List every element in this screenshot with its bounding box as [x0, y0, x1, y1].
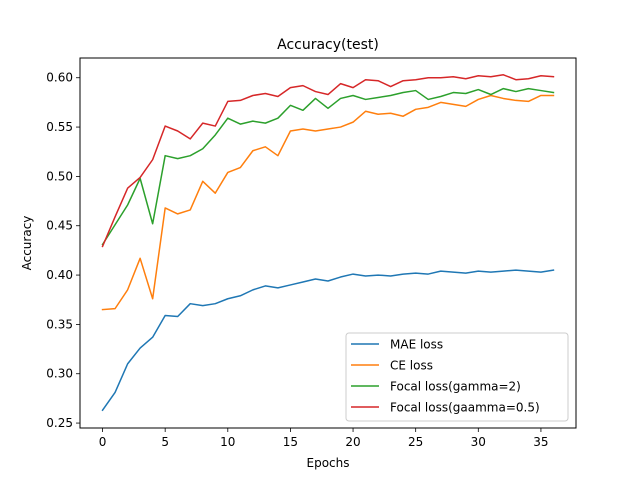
- y-tick-label: 0.35: [46, 317, 73, 331]
- x-tick-label: 5: [161, 435, 169, 449]
- x-tick-label: 20: [345, 435, 360, 449]
- legend-label-1: MAE loss: [390, 338, 443, 352]
- y-tick-label: 0.30: [46, 367, 73, 381]
- x-tick-label: 35: [533, 435, 548, 449]
- series-lines: [101, 74, 555, 412]
- legend-box: [345, 332, 569, 422]
- y-tick-label: 0.40: [46, 268, 73, 282]
- legend-label-3: Focal loss(gamma=2): [390, 380, 521, 394]
- legend-label-2: CE loss: [390, 359, 433, 373]
- axis-ticks: 0 5 10 15 20 25 30 35 0.25 0.30 0.35 0.40 0.45 0.50 0.…: [46, 71, 548, 449]
- y-tick-label: 0.60: [46, 71, 73, 85]
- x-tick-label: 30: [471, 435, 486, 449]
- series-line-1: [101, 269, 555, 412]
- x-tick-label: 10: [220, 435, 235, 449]
- legend-label-4: Focal loss(gaamma=0.5): [390, 401, 540, 415]
- y-tick-label: 0.45: [46, 219, 73, 233]
- legend: MAE loss CE loss Focal loss(gamma=2) Focal …: [345, 332, 569, 422]
- x-tick-label: 0: [99, 435, 107, 449]
- series-line-4: [101, 74, 555, 248]
- plot-frame: [79, 57, 577, 429]
- x-axis-label: Epochs: [307, 456, 350, 470]
- y-axis-label: Accuracy: [20, 216, 34, 271]
- x-tick-label: 25: [408, 435, 423, 449]
- chart-title: Accuracy(test): [277, 37, 379, 53]
- y-tick-label: 0.25: [46, 416, 73, 430]
- y-tick-label: 0.55: [46, 120, 73, 134]
- series-line-3: [101, 87, 555, 246]
- series-line-2: [101, 94, 555, 311]
- x-tick-label: 15: [283, 435, 298, 449]
- y-tick-label: 0.50: [46, 169, 73, 183]
